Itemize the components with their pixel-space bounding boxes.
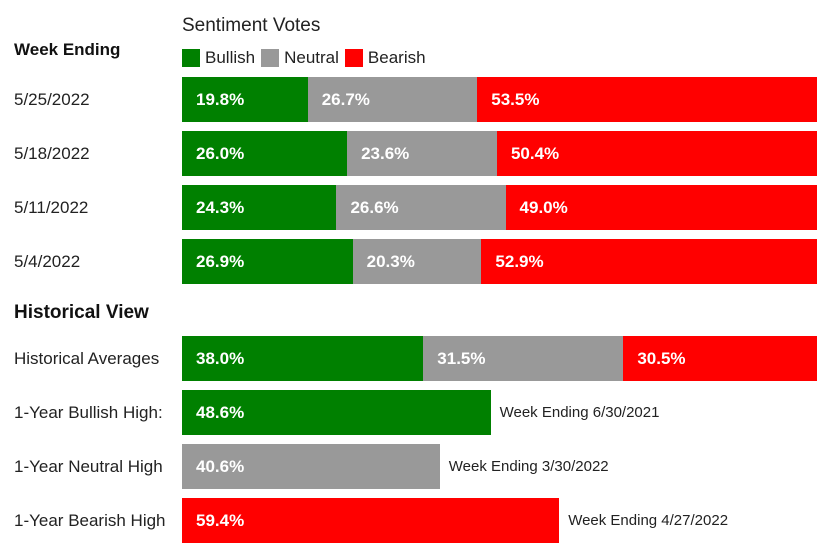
bar-segment-bullish: 19.8% xyxy=(182,77,308,122)
legend-swatch-bearish xyxy=(344,49,363,67)
bar-segment-neutral: 26.6% xyxy=(336,185,506,230)
chart-title: Sentiment Votes xyxy=(182,15,321,36)
historical-view-heading: Historical View xyxy=(14,302,149,323)
neutral-high-note: Week Ending 3/30/2022 xyxy=(448,458,609,475)
week-bar-row: 24.3% 26.6% 49.0% xyxy=(182,185,817,230)
week-label: 5/4/2022 xyxy=(14,252,81,271)
bar-segment-bullish: 24.3% xyxy=(182,185,337,230)
legend-label-bearish: Bearish xyxy=(367,48,426,67)
week-label: 5/18/2022 xyxy=(14,144,90,163)
legend: Bullish Neutral Bearish xyxy=(182,48,432,68)
legend-item-bearish: Bearish xyxy=(344,48,426,68)
bullish-high-note: Week Ending 6/30/2021 xyxy=(499,404,660,421)
hist-segment-bearish: 30.5% xyxy=(623,336,817,381)
bearish-high-row: 59.4% Week Ending 4/27/2022 xyxy=(182,498,817,543)
bar-segment-neutral: 20.3% xyxy=(352,239,482,284)
bar-segment-bearish: 53.5% xyxy=(477,77,817,122)
bullish-high-label: 1-Year Bullish High: xyxy=(14,403,163,422)
high-bar-bullish: 48.6% xyxy=(182,390,491,435)
legend-swatch-bullish xyxy=(182,49,200,67)
week-bar-row: 19.8% 26.7% 53.5% xyxy=(182,77,817,122)
high-bar-neutral: 40.6% xyxy=(182,444,440,489)
hist-segment-bullish: 38.0% xyxy=(182,336,424,381)
bar-segment-neutral: 26.7% xyxy=(307,77,478,122)
legend-swatch-neutral xyxy=(261,49,280,67)
bearish-high-note: Week Ending 4/27/2022 xyxy=(568,512,729,529)
bar-segment-bullish: 26.0% xyxy=(182,131,348,176)
historical-averages-label: Historical Averages xyxy=(14,349,160,368)
legend-item-neutral: Neutral xyxy=(261,48,339,68)
week-label: 5/11/2022 xyxy=(14,198,89,217)
week-label: 5/25/2022 xyxy=(14,90,90,109)
high-bar-bearish: 59.4% xyxy=(182,498,560,543)
historical-bar-row: 38.0% 31.5% 30.5% xyxy=(182,336,817,381)
hist-segment-neutral: 31.5% xyxy=(423,336,624,381)
neutral-high-row: 40.6% Week Ending 3/30/2022 xyxy=(182,444,817,489)
week-bar-row: 26.0% 23.6% 50.4% xyxy=(182,131,817,176)
legend-item-bullish: Bullish xyxy=(182,48,255,68)
week-bar-row: 26.9% 20.3% 52.9% xyxy=(182,239,817,284)
legend-label-neutral: Neutral xyxy=(284,48,339,67)
week-ending-heading: Week Ending xyxy=(14,40,121,59)
bar-segment-bullish: 26.9% xyxy=(182,239,353,284)
legend-label-bullish: Bullish xyxy=(205,48,256,67)
bullish-high-row: 48.6% Week Ending 6/30/2021 xyxy=(182,390,817,435)
bar-segment-neutral: 23.6% xyxy=(347,131,497,176)
bearish-high-label: 1-Year Bearish High xyxy=(14,511,166,530)
bar-segment-bearish: 49.0% xyxy=(505,185,817,230)
neutral-high-label: 1-Year Neutral High xyxy=(14,457,163,476)
bar-segment-bearish: 50.4% xyxy=(496,131,817,176)
bar-segment-bearish: 52.9% xyxy=(481,239,817,284)
